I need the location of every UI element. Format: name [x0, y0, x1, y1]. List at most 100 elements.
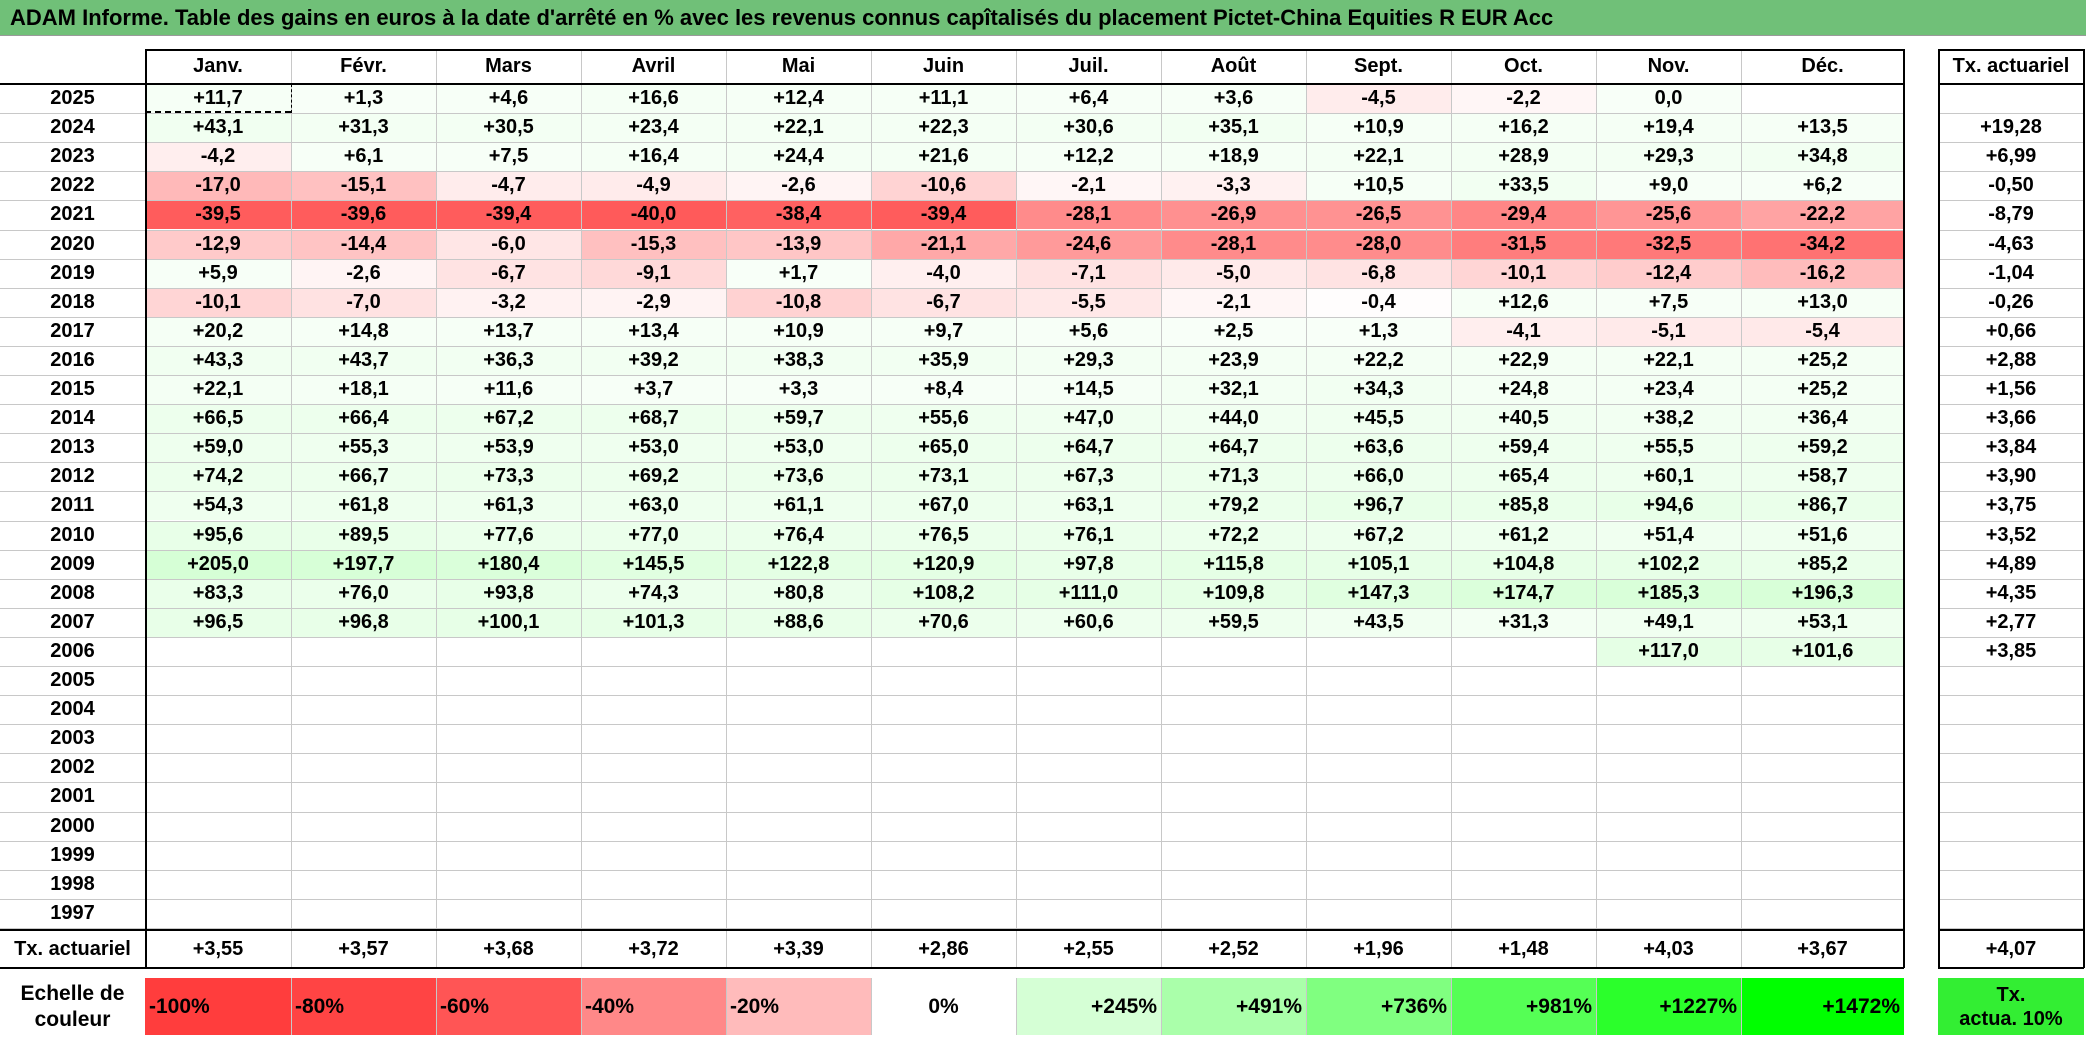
- table-cell: [871, 666, 1016, 696]
- table-cell: +72,2: [1161, 520, 1306, 550]
- table-cell: +77,6: [436, 520, 581, 550]
- table-cell: -34,2: [1741, 229, 1904, 259]
- year-label: 2020: [50, 232, 95, 255]
- table-cell: +45,5: [1306, 404, 1451, 434]
- tx-actuariel-cell: +3,84: [1985, 436, 2037, 459]
- table-cell: [1161, 695, 1306, 725]
- table-cell: -39,5: [145, 200, 291, 230]
- table-cell: +1,7: [726, 258, 871, 288]
- table-cell: +147,3: [1306, 578, 1451, 608]
- table-cell: [436, 782, 581, 812]
- table-cell: [1596, 753, 1741, 783]
- page-title: ADAM Informe. Table des gains en euros à…: [0, 0, 2086, 36]
- row-gridline: [1938, 200, 2084, 201]
- table-cell: +22,1: [726, 113, 871, 143]
- row-gridline: [1938, 142, 2084, 143]
- table-cell: -10,1: [1451, 258, 1596, 288]
- table-cell: +22,3: [871, 113, 1016, 143]
- table-cell: [1741, 811, 1904, 841]
- row-gridline: [0, 928, 1904, 929]
- table-cell: +9,7: [871, 316, 1016, 346]
- tx-actuariel-cell: -4,63: [1988, 232, 2034, 255]
- table-cell: [145, 666, 291, 696]
- tx-actuariel-cell: +2,88: [1985, 348, 2037, 371]
- table-cell: [1451, 695, 1596, 725]
- table-cell: [436, 811, 581, 841]
- tx-actuariel-cell: +4,89: [1985, 552, 2037, 575]
- col-gridline: [1161, 49, 1162, 968]
- table-cell: +109,8: [1161, 578, 1306, 608]
- table-cell: [145, 898, 291, 928]
- table-cell: +51,4: [1596, 520, 1741, 550]
- tx-actuariel-cell: +3,66: [1985, 407, 2037, 430]
- table-cell: +19,4: [1596, 113, 1741, 143]
- table-cell: [1016, 782, 1161, 812]
- legend-swatch: +1227%: [1596, 978, 1741, 1035]
- table-cell: +59,5: [1161, 607, 1306, 637]
- row-gridline: [1938, 346, 2084, 347]
- table-cell: [1741, 666, 1904, 696]
- table-cell: -14,4: [291, 229, 436, 259]
- table-cell: +185,3: [1596, 578, 1741, 608]
- tx-actuariel-cell: +3,85: [1985, 639, 2037, 662]
- row-gridline: [1938, 637, 2084, 638]
- table-cell: +13,4: [581, 316, 726, 346]
- table-cell: +4,6: [436, 84, 581, 114]
- year-label: 2024: [50, 116, 95, 139]
- row-gridline: [0, 288, 1904, 289]
- table-cell: -4,1: [1451, 316, 1596, 346]
- tx-actuariel-cell: +1,56: [1985, 378, 2037, 401]
- legend-label-line2: couleur: [34, 1007, 111, 1031]
- table-cell: +18,1: [291, 375, 436, 405]
- table-cell: +13,0: [1741, 287, 1904, 317]
- summary-cell: +3,55: [192, 937, 244, 960]
- row-gridline: [0, 230, 1904, 231]
- table-cell: +5,6: [1016, 316, 1161, 346]
- table-cell: +80,8: [726, 578, 871, 608]
- year-label: 1999: [50, 843, 95, 866]
- table-cell: [436, 666, 581, 696]
- table-cell: -2,9: [581, 287, 726, 317]
- table-cell: +102,2: [1596, 549, 1741, 579]
- row-gridline: [0, 870, 1904, 871]
- row-gridline: [0, 521, 1904, 522]
- row-gridline: [1938, 230, 2084, 231]
- table-cell: [1596, 695, 1741, 725]
- table-cell: +174,7: [1451, 578, 1596, 608]
- table-cell: -2,6: [726, 171, 871, 201]
- table-cell: [871, 811, 1016, 841]
- table-cell: +10,9: [726, 316, 871, 346]
- table-cell: -5,5: [1016, 287, 1161, 317]
- row-gridline: [1938, 491, 2084, 492]
- table-cell: [1306, 869, 1451, 899]
- tx-actuariel-cell: +0,66: [1985, 319, 2037, 342]
- col-gridline: [1596, 978, 1597, 1035]
- table-cell: +64,7: [1161, 433, 1306, 463]
- summary-border: [0, 967, 1904, 969]
- tx-border: [2083, 49, 2085, 968]
- table-cell: -5,1: [1596, 316, 1741, 346]
- table-cell: [1451, 811, 1596, 841]
- table-cell: [581, 898, 726, 928]
- tx-actuariel-header: Tx. actuariel: [1952, 55, 2070, 77]
- table-cell: +74,3: [581, 578, 726, 608]
- table-cell: [436, 724, 581, 754]
- table-cell: [871, 898, 1016, 928]
- table-cell: +38,3: [726, 345, 871, 375]
- table-cell: [1741, 724, 1904, 754]
- table-cell: [1161, 811, 1306, 841]
- table-cell: [1451, 840, 1596, 870]
- tx-actuariel-cell: -1,04: [1988, 261, 2034, 284]
- table-cell: +73,6: [726, 462, 871, 492]
- table-cell: +36,3: [436, 345, 581, 375]
- row-gridline: [0, 579, 1904, 580]
- table-cell: [1016, 811, 1161, 841]
- tx-actuariel-cell: [1938, 812, 2084, 841]
- row-gridline: [1938, 608, 2084, 609]
- table-cell: -3,2: [436, 287, 581, 317]
- table-cell: +63,0: [581, 491, 726, 521]
- col-gridline: [1161, 978, 1162, 1035]
- table-cell: +67,0: [871, 491, 1016, 521]
- table-cell: +96,5: [145, 607, 291, 637]
- table-cell: +1,3: [1306, 316, 1451, 346]
